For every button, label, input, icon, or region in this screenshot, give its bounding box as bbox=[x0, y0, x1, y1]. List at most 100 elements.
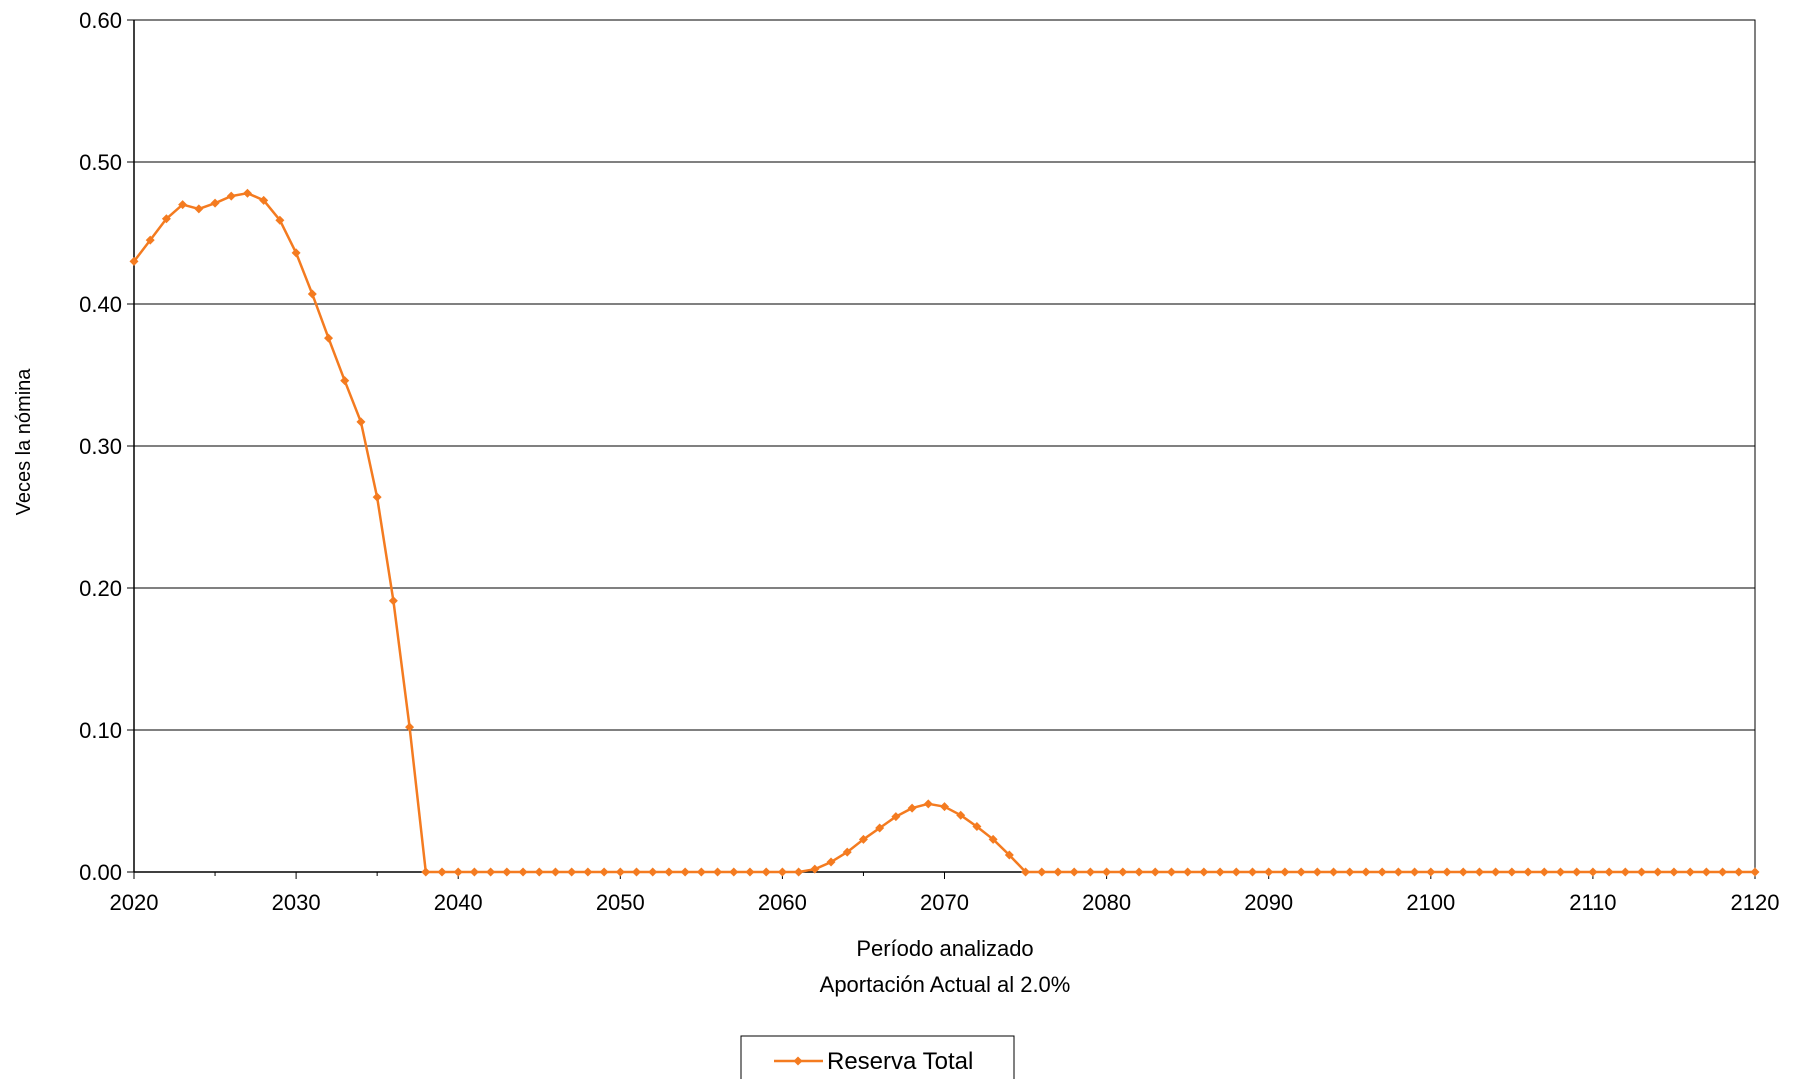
x-tick-label: 2110 bbox=[1569, 890, 1616, 915]
data-point bbox=[1329, 867, 1339, 877]
data-point bbox=[486, 867, 496, 877]
data-point bbox=[1718, 867, 1728, 877]
data-point bbox=[1393, 867, 1403, 877]
data-point bbox=[1037, 867, 1047, 877]
x-tick-label: 2030 bbox=[272, 890, 321, 915]
data-point bbox=[1458, 867, 1468, 877]
data-point bbox=[178, 200, 188, 210]
data-point bbox=[291, 248, 301, 258]
y-tick-label: 0.40 bbox=[79, 292, 122, 317]
x-tick-label: 2070 bbox=[920, 890, 969, 915]
data-point bbox=[1442, 867, 1452, 877]
x-tick-label: 2090 bbox=[1244, 890, 1293, 915]
data-point bbox=[194, 204, 204, 214]
data-point bbox=[1474, 867, 1484, 877]
data-point bbox=[1215, 867, 1225, 877]
data-point bbox=[1653, 867, 1663, 877]
x-tick-label: 2040 bbox=[434, 890, 483, 915]
y-tick-label: 0.30 bbox=[79, 434, 122, 459]
data-point bbox=[1491, 867, 1501, 877]
y-tick-label: 0.60 bbox=[79, 8, 122, 33]
y-tick-label: 0.20 bbox=[79, 576, 122, 601]
x-tick-label: 2050 bbox=[596, 890, 645, 915]
data-point bbox=[632, 867, 642, 877]
x-axis-label: Período analizado bbox=[856, 936, 1033, 961]
data-point bbox=[275, 215, 285, 225]
data-point bbox=[1361, 867, 1371, 877]
data-point bbox=[1523, 867, 1533, 877]
data-point bbox=[421, 867, 431, 877]
data-point bbox=[1247, 867, 1257, 877]
data-point bbox=[1085, 867, 1095, 877]
data-point bbox=[161, 214, 171, 224]
data-point bbox=[891, 812, 901, 822]
legend-label: Reserva Total bbox=[827, 1048, 973, 1075]
data-point bbox=[1231, 867, 1241, 877]
data-point bbox=[453, 867, 463, 877]
series-layer bbox=[129, 188, 1760, 877]
data-point bbox=[534, 867, 544, 877]
data-point bbox=[469, 867, 479, 877]
data-point bbox=[1004, 850, 1014, 860]
y-axis-label: Veces la nómina bbox=[13, 368, 35, 516]
data-point bbox=[324, 333, 334, 343]
x-tick-label: 2100 bbox=[1406, 890, 1455, 915]
data-point bbox=[1604, 867, 1614, 877]
data-point bbox=[940, 802, 949, 812]
data-point bbox=[1021, 867, 1031, 877]
data-point bbox=[518, 867, 528, 877]
data-point bbox=[1507, 867, 1517, 877]
data-point bbox=[615, 867, 625, 877]
data-point bbox=[340, 376, 350, 386]
data-point bbox=[713, 867, 723, 877]
data-point bbox=[1345, 867, 1355, 877]
chart-subtitle: Aportación Actual al 2.0% bbox=[820, 972, 1071, 997]
data-point bbox=[972, 822, 982, 832]
legend: Reserva Total bbox=[740, 1035, 1015, 1079]
data-point bbox=[1312, 867, 1322, 877]
data-point bbox=[745, 867, 755, 877]
data-point bbox=[1118, 867, 1128, 877]
data-point bbox=[405, 722, 415, 732]
x-tick-label: 2060 bbox=[758, 890, 807, 915]
data-point bbox=[875, 823, 885, 833]
data-point bbox=[1637, 867, 1647, 877]
data-point bbox=[1053, 867, 1063, 877]
data-point bbox=[1069, 867, 1079, 877]
data-point bbox=[810, 864, 820, 874]
data-point bbox=[988, 834, 998, 844]
data-point bbox=[356, 417, 366, 427]
data-point bbox=[1685, 867, 1695, 877]
data-point bbox=[648, 867, 658, 877]
data-point bbox=[129, 256, 139, 266]
data-point bbox=[226, 191, 236, 201]
data-point bbox=[550, 867, 560, 877]
data-point bbox=[1734, 867, 1744, 877]
data-point bbox=[761, 867, 771, 877]
data-point bbox=[842, 847, 852, 857]
data-point bbox=[567, 867, 577, 877]
data-point bbox=[259, 195, 269, 205]
data-point bbox=[1410, 867, 1420, 877]
data-point bbox=[1150, 867, 1160, 877]
data-point bbox=[1102, 867, 1112, 877]
data-point bbox=[1426, 867, 1436, 877]
data-point bbox=[599, 867, 609, 877]
data-point bbox=[1134, 867, 1144, 877]
data-point bbox=[307, 289, 317, 299]
data-point bbox=[1588, 867, 1598, 877]
data-point bbox=[1183, 867, 1193, 877]
data-point bbox=[1199, 867, 1209, 877]
data-point bbox=[372, 492, 382, 502]
data-point bbox=[680, 867, 690, 877]
data-point bbox=[1750, 867, 1760, 877]
data-point bbox=[777, 867, 787, 877]
y-tick-label: 0.00 bbox=[79, 860, 122, 885]
data-point bbox=[1669, 867, 1679, 877]
x-tick-label: 2080 bbox=[1082, 890, 1131, 915]
data-point bbox=[437, 867, 447, 877]
data-point bbox=[242, 188, 252, 198]
data-point bbox=[1264, 867, 1274, 877]
data-point bbox=[145, 235, 155, 245]
